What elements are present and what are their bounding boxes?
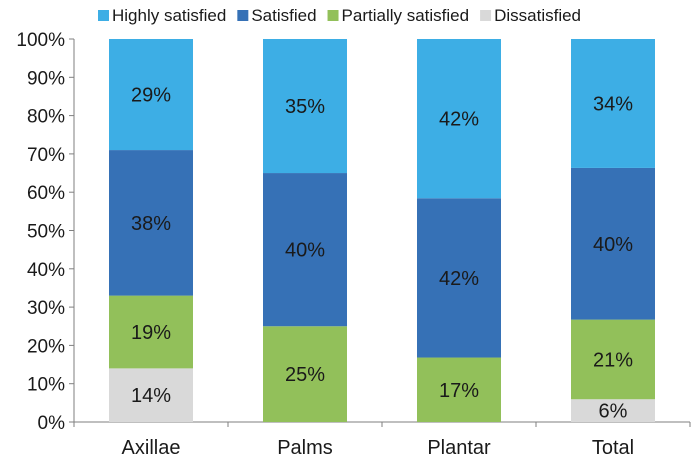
y-tick-label: 40% — [27, 260, 65, 281]
legend-label-partially-satisfied: Partially satisfied — [342, 6, 470, 25]
data-label-plantar-satisfied: 42% — [439, 268, 479, 290]
bar-axillae-satisfied — [109, 150, 193, 296]
legend-label-satisfied: Satisfied — [251, 6, 316, 25]
bar-plantar-satisfied — [417, 198, 501, 358]
data-label-total-satisfied: 40% — [593, 234, 633, 256]
bar-plantar-partially-satisfied — [417, 357, 501, 422]
data-label-total-partially-satisfied: 21% — [593, 349, 633, 371]
bar-total-highly-satisfied — [571, 39, 655, 168]
bar-palms-partially-satisfied — [263, 326, 347, 422]
y-tick-label: 10% — [27, 375, 65, 396]
data-label-axillae-satisfied: 38% — [131, 213, 171, 235]
y-tick-label: 30% — [27, 298, 65, 319]
bar-plantar-highly-satisfied — [417, 39, 501, 199]
y-tick-label: 0% — [38, 413, 66, 434]
data-label-palms-satisfied: 40% — [285, 240, 325, 262]
y-tick-label: 70% — [27, 145, 65, 166]
data-label-axillae-dissatisfied: 14% — [131, 385, 171, 407]
legend-swatch-highly-satisfied — [98, 10, 109, 21]
legend-swatch-partially-satisfied — [327, 10, 339, 21]
bar-axillae-partially-satisfied — [109, 295, 193, 369]
plot-area: 14% 19% 38% 29% 25% 40% 35% 17% 42% 42% 6% 21% 40% 34… — [109, 39, 655, 423]
data-label-palms-partially-satisfied: 25% — [285, 364, 325, 386]
data-label-plantar-partially-satisfied: 17% — [439, 380, 479, 402]
y-tick-label: 60% — [27, 183, 65, 204]
bar-total-partially-satisfied — [571, 319, 655, 400]
data-label-axillae-highly-satisfied: 29% — [131, 85, 171, 107]
y-tick-label: 90% — [27, 68, 65, 89]
category-label-plantar: Plantar — [427, 437, 491, 459]
bar-axillae-highly-satisfied — [109, 39, 193, 151]
legend: Highly satisfied Satisfied Partially satis… — [98, 6, 581, 25]
data-label-plantar-highly-satisfied: 42% — [439, 109, 479, 131]
y-tick-label: 80% — [27, 107, 65, 128]
category-label-total: Total — [592, 437, 634, 459]
category-label-palms: Palms — [277, 437, 333, 459]
data-label-total-highly-satisfied: 34% — [593, 93, 633, 115]
legend-swatch-dissatisfied — [480, 10, 492, 21]
category-label-axillae: Axillae — [122, 437, 181, 459]
bar-axillae-dissatisfied — [109, 368, 193, 422]
bar-total-dissatisfied — [571, 399, 655, 422]
axes: 0% 10% 20% 30% 40% 50% 60% 70% 80% 90% 100% Axillae… — [16, 30, 691, 459]
legend-label-highly-satisfied: Highly satisfied — [112, 6, 226, 25]
y-tick-label: 20% — [27, 336, 65, 357]
y-tick-label: 50% — [27, 222, 65, 243]
bar-palms-satisfied — [263, 173, 347, 327]
legend-swatch-satisfied — [237, 10, 249, 21]
data-label-axillae-partially-satisfied: 19% — [131, 322, 171, 344]
y-tick-label: 100% — [16, 30, 65, 51]
data-label-total-dissatisfied: 6% — [599, 401, 628, 423]
bar-total-satisfied — [571, 167, 655, 320]
data-label-palms-highly-satisfied: 35% — [285, 96, 325, 118]
bar-palms-highly-satisfied — [263, 39, 347, 174]
legend-label-dissatisfied: Dissatisfied — [494, 6, 581, 25]
